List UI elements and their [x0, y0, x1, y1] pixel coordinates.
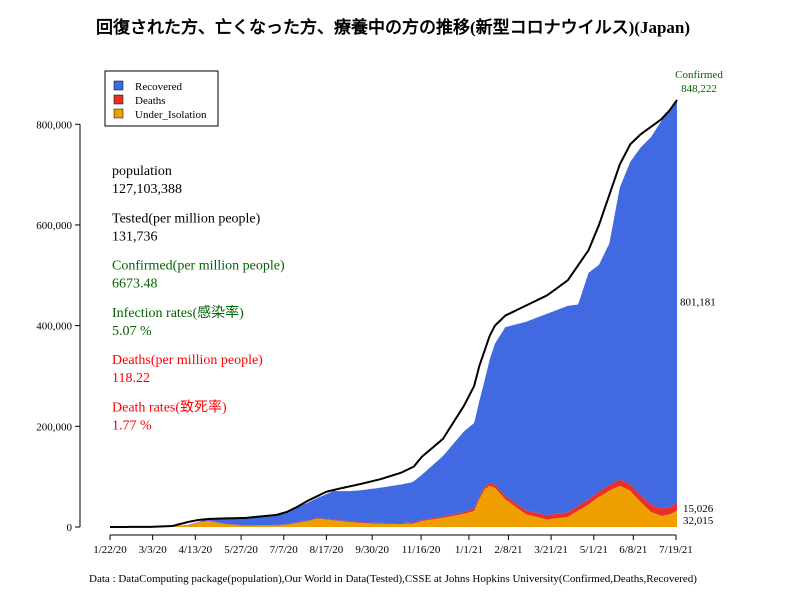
legend-box — [104, 70, 219, 127]
stat-value: 118.22 — [112, 371, 150, 386]
x-tick-label: 1/22/20 — [93, 544, 127, 556]
x-tick-label: 7/19/21 — [659, 544, 693, 556]
y-tick-label: 200,000 — [36, 421, 72, 433]
confirmed-line — [110, 99, 678, 528]
x-tick-label: 5/27/20 — [224, 544, 258, 556]
y-tick-label: 800,000 — [36, 119, 72, 131]
x-tick-label: 2/8/21 — [494, 544, 522, 556]
stat-label: Infection rates(感染率) — [112, 304, 244, 321]
area-deaths — [110, 479, 677, 527]
stat-value: 131,736 — [112, 229, 158, 244]
stat-value: 127,103,388 — [112, 182, 182, 197]
stat-label: population — [112, 164, 172, 179]
x-tick-label: 6/8/21 — [619, 544, 647, 556]
y-tick-label: 400,000 — [36, 321, 72, 333]
x-tick-label: 1/1/21 — [455, 544, 483, 556]
stats-panel: population 127,103,388 Tested(per million … — [112, 164, 285, 434]
stat-value: 1.77 % — [112, 419, 152, 434]
x-tick-label: 4/13/20 — [178, 544, 212, 556]
area-under-isolation — [110, 485, 677, 527]
plot-area — [110, 99, 678, 528]
x-tick-label: 7/7/20 — [270, 544, 299, 556]
stat-label: Tested(per million people) — [112, 211, 261, 226]
recovered-value: 801,181 — [680, 297, 716, 309]
x-tick-label: 3/21/21 — [534, 544, 568, 556]
legend-swatch — [113, 108, 124, 119]
area-recovered — [110, 100, 677, 527]
x-tick-label: 8/17/20 — [310, 544, 344, 556]
chart-title: 回復された方、亡くなった方、療養中の方の推移(新型コロナウイルス)(Japan) — [96, 17, 690, 37]
x-tick-label: 5/1/21 — [580, 544, 608, 556]
stat-value: 5.07 % — [112, 324, 152, 339]
x-tick-label: 9/30/20 — [355, 544, 389, 556]
legend-label: Under_Isolation — [135, 109, 207, 121]
x-tick-label: 3/3/20 — [139, 544, 168, 556]
axes: 0 200,000 400,000 600,000 800,000 1/22/20 3/3/… — [36, 119, 693, 556]
stat-label: Deaths(per million people) — [112, 353, 263, 368]
legend-swatch — [113, 80, 124, 91]
y-tick-label: 0 — [67, 522, 73, 534]
confirmed-label: Confirmed — [675, 69, 723, 81]
stat-value: 6673.48 — [112, 277, 158, 292]
x-tick-label: 11/16/20 — [402, 544, 441, 556]
source-note: Data : DataComputing package(population)… — [89, 573, 697, 585]
deaths-value: 15,026 — [683, 503, 714, 515]
confirmed-value: 848,222 — [681, 83, 717, 95]
stat-label: Death rates(致死率) — [112, 399, 227, 416]
legend-swatch — [113, 94, 124, 105]
isolation-value: 32,015 — [683, 515, 714, 527]
legend-label: Deaths — [135, 95, 166, 107]
legend: Recovered Deaths Under_Isolation — [104, 70, 219, 127]
y-tick-label: 600,000 — [36, 220, 72, 232]
legend-label: Recovered — [135, 81, 183, 93]
stat-label: Confirmed(per million people) — [112, 259, 285, 274]
